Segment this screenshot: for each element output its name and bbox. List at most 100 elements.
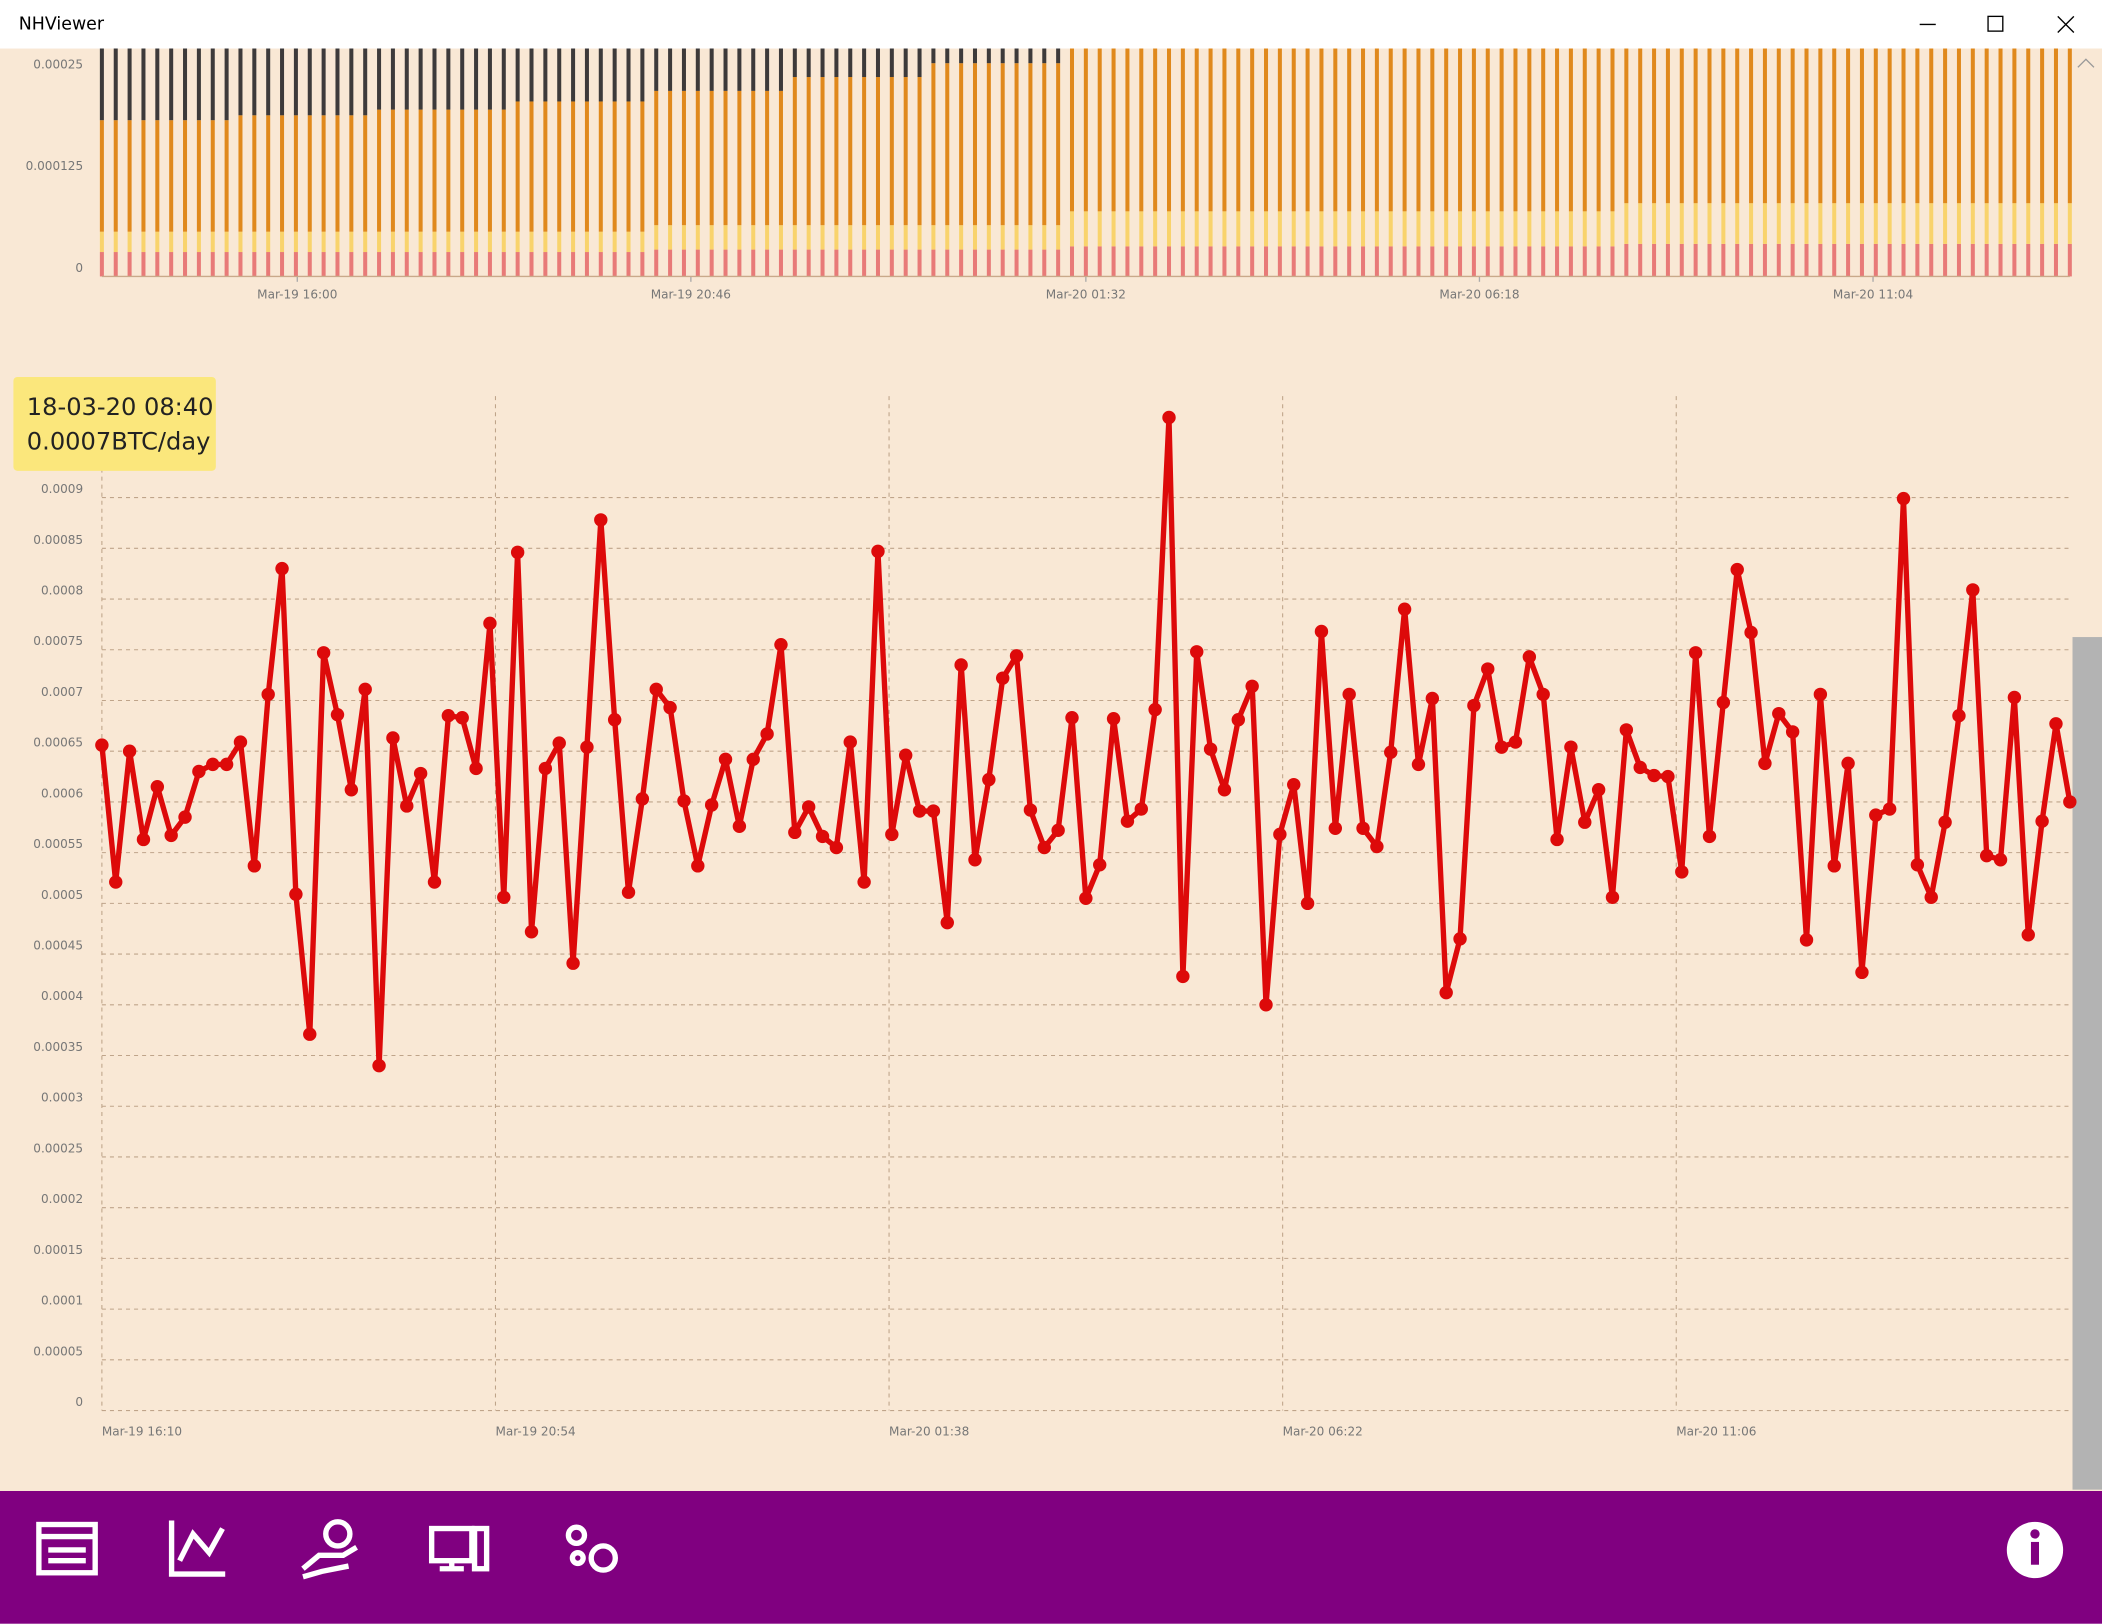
bar-segment	[404, 48, 409, 110]
bar-segment	[2012, 243, 2017, 277]
data-point	[1079, 891, 1093, 905]
bar-segment	[1277, 48, 1282, 212]
bar-segment	[945, 225, 950, 250]
scrollbar-thumb[interactable]	[2072, 637, 2102, 1490]
data-point	[289, 887, 303, 901]
data-point	[206, 757, 220, 772]
bar-segment	[1111, 246, 1116, 277]
bar-segment	[515, 252, 520, 277]
bar-segment	[460, 109, 465, 232]
data-point	[691, 859, 705, 873]
bar-segment	[1374, 48, 1379, 212]
data-point	[1051, 823, 1065, 838]
bar-segment	[266, 231, 271, 253]
bar-segment	[363, 115, 368, 232]
data-point	[1425, 691, 1440, 706]
maximize-button[interactable]	[1987, 15, 2004, 32]
close-button[interactable]	[2057, 15, 2075, 33]
bar-segment	[293, 231, 298, 253]
bar-segment	[196, 48, 201, 121]
bar-segment	[1208, 48, 1213, 212]
data-point	[1550, 832, 1564, 847]
bar-segment	[1555, 246, 1560, 277]
bar-segment	[1555, 211, 1560, 247]
bar-segment	[1970, 203, 1975, 244]
bar-segment	[1679, 203, 1684, 244]
data-point	[871, 544, 885, 559]
data-point	[566, 956, 580, 970]
bar-segment	[1541, 246, 1546, 277]
bar-segment	[557, 101, 562, 232]
data-point	[1578, 815, 1592, 829]
bar-segment	[1499, 246, 1504, 277]
bar-segment	[1430, 246, 1435, 277]
bar-segment	[404, 252, 409, 277]
bar-segment	[709, 90, 714, 226]
bar-segment	[1582, 211, 1587, 247]
bar-segment	[1790, 48, 1795, 204]
bar-segment	[1749, 203, 1754, 244]
data-point	[1023, 803, 1038, 817]
bar-segment	[252, 115, 257, 232]
bar-segment	[1097, 246, 1102, 277]
data-point	[1758, 756, 1772, 771]
devices-icon[interactable]	[428, 1525, 490, 1572]
bar-segment	[487, 48, 492, 110]
bar-segment	[765, 90, 770, 226]
data-point	[1384, 745, 1398, 759]
bar-segment	[1610, 211, 1615, 247]
info-glyph-dot	[2030, 1529, 2040, 1539]
bar-segment	[2012, 48, 2017, 204]
bar-segment	[1430, 48, 1435, 212]
bar-segment	[765, 249, 770, 277]
data-point	[1287, 777, 1301, 792]
bar-segment	[210, 252, 215, 277]
data-point	[1688, 646, 1703, 660]
bar-segment	[390, 252, 395, 277]
bar-segment	[1513, 246, 1518, 277]
scroll-up-arrow[interactable]	[2077, 58, 2095, 68]
bar-segment	[1998, 203, 2003, 244]
data-point	[95, 738, 109, 752]
dashboard-icon[interactable]	[36, 1521, 98, 1576]
payments-icon[interactable]	[301, 1519, 358, 1580]
data-point	[1481, 662, 1495, 676]
bar-segment	[1984, 243, 1989, 277]
data-point	[441, 708, 456, 723]
bar-segment	[1707, 243, 1712, 277]
settings-icon[interactable]	[565, 1524, 618, 1573]
bar-segment	[751, 48, 756, 91]
bar-segment	[183, 231, 188, 253]
bar-segment	[571, 252, 576, 277]
bar-segment	[1943, 243, 1948, 277]
bar-segment	[1887, 243, 1892, 277]
bar-segment	[1028, 63, 1033, 226]
bar-segment	[321, 48, 326, 116]
bar-segment	[349, 115, 354, 232]
data-point	[898, 748, 913, 762]
bar-segment	[1444, 211, 1449, 247]
bar-segment	[1735, 243, 1740, 277]
bar-segment	[737, 249, 742, 277]
data-point	[247, 859, 262, 873]
bar-segment	[668, 249, 673, 277]
bar-segment	[377, 109, 382, 232]
y-tick-label: 0.0005	[41, 888, 83, 902]
chart-icon[interactable]	[168, 1520, 226, 1577]
bar-segment	[349, 231, 354, 253]
bar-segment	[501, 231, 506, 253]
bar-segment	[1693, 203, 1698, 244]
bar-segment	[1333, 48, 1338, 212]
data-point	[1633, 760, 1647, 775]
bar-segment	[1956, 243, 1961, 277]
bar-segment	[1568, 48, 1573, 212]
bar-segment	[2026, 203, 2031, 244]
bar-segment	[224, 120, 229, 232]
bar-segment	[183, 120, 188, 232]
data-point	[1314, 624, 1329, 639]
bar-segment	[640, 231, 645, 253]
bar-segment	[1000, 225, 1005, 250]
bar-segment	[972, 249, 977, 277]
bar-segment	[1485, 48, 1490, 212]
data-point	[1675, 865, 1689, 879]
